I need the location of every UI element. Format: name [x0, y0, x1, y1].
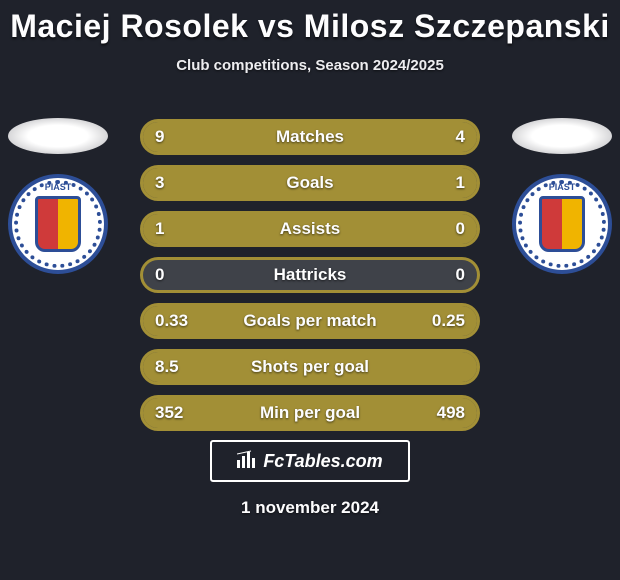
- stat-value-right: 498: [437, 398, 465, 428]
- stat-row: Hattricks0 0: [140, 257, 480, 293]
- stat-row: Matches9 4: [140, 119, 480, 155]
- club-shield-icon: [35, 196, 81, 252]
- club-logo-right: PIAST: [512, 174, 612, 274]
- stat-row: Goals per match0.33 0.25: [140, 303, 480, 339]
- stat-value-left: 3: [155, 168, 164, 198]
- stat-label: Matches: [143, 122, 477, 152]
- stat-value-left: 352: [155, 398, 183, 428]
- stat-value-right: 0: [456, 214, 465, 244]
- stat-row: Assists1 0: [140, 211, 480, 247]
- player-card-right: PIAST: [512, 118, 612, 274]
- stat-value-left: 0: [155, 260, 164, 290]
- stat-label: Min per goal: [143, 398, 477, 428]
- stat-label: Goals per match: [143, 306, 477, 336]
- stat-row: Goals3 1: [140, 165, 480, 201]
- stat-value-left: 0.33: [155, 306, 188, 336]
- stat-value-left: 8.5: [155, 352, 179, 382]
- stat-row: Min per goal352 498: [140, 395, 480, 431]
- stat-row: Shots per goal8.5: [140, 349, 480, 385]
- stat-value-right: 1: [456, 168, 465, 198]
- comparison-bars: Matches94Goals31Assists10Hattricks00Goal…: [140, 119, 480, 441]
- player-photo-placeholder: [8, 118, 108, 154]
- branding-badge: FcTables.com: [210, 440, 410, 482]
- stat-label: Assists: [143, 214, 477, 244]
- club-shield-icon: [539, 196, 585, 252]
- club-logo-text: PIAST: [549, 182, 576, 192]
- stat-value-right: 0: [456, 260, 465, 290]
- stat-value-left: 1: [155, 214, 164, 244]
- player-card-left: PIAST: [8, 118, 108, 274]
- branding-text: FcTables.com: [263, 451, 382, 472]
- club-logo-text: PIAST: [45, 182, 72, 192]
- page-title: Maciej Rosolek vs Milosz Szczepanski: [0, 0, 620, 45]
- bar-chart-icon: [237, 450, 257, 473]
- stat-value-left: 9: [155, 122, 164, 152]
- stat-value-right: 0.25: [432, 306, 465, 336]
- club-logo-left: PIAST: [8, 174, 108, 274]
- stat-label: Hattricks: [143, 260, 477, 290]
- player-photo-placeholder: [512, 118, 612, 154]
- page-subtitle: Club competitions, Season 2024/2025: [0, 57, 620, 74]
- footer-date: 1 november 2024: [0, 498, 620, 518]
- stat-label: Shots per goal: [143, 352, 477, 382]
- stat-value-right: 4: [456, 122, 465, 152]
- stat-label: Goals: [143, 168, 477, 198]
